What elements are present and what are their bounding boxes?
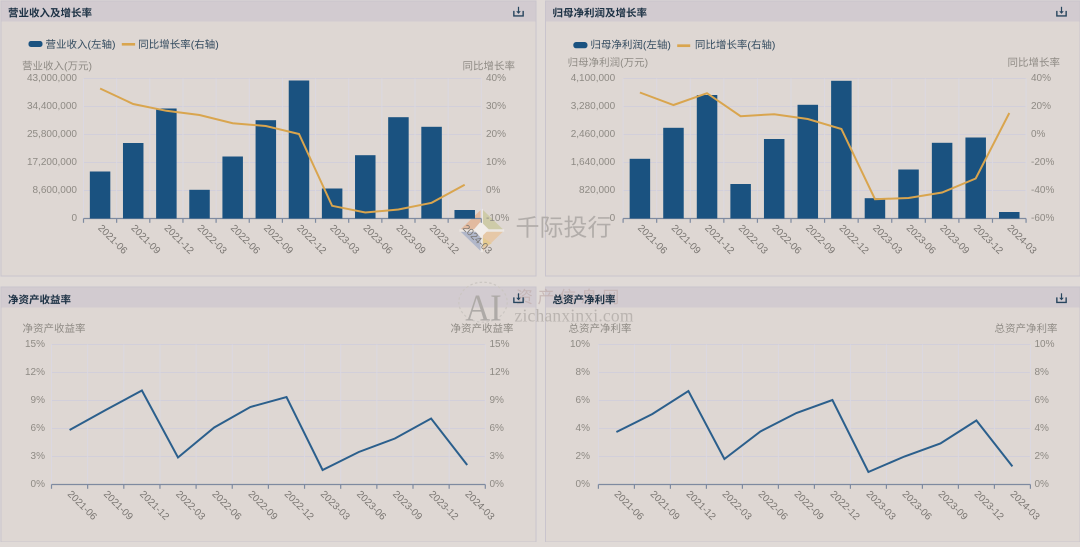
svg-text:8%: 8% <box>576 367 591 378</box>
svg-text:6%: 6% <box>1035 395 1050 406</box>
svg-text:0: 0 <box>610 213 616 224</box>
svg-text:4,100,000: 4,100,000 <box>571 73 616 84</box>
svg-text:12%: 12% <box>490 367 510 378</box>
svg-text:0%: 0% <box>576 479 591 490</box>
svg-text:20%: 20% <box>486 129 506 140</box>
svg-text:15%: 15% <box>25 339 45 350</box>
svg-text:34,400,000: 34,400,000 <box>27 101 77 112</box>
svg-text:15%: 15% <box>490 339 510 350</box>
svg-text:0%: 0% <box>1035 479 1050 490</box>
svg-text:): ) <box>772 39 776 51</box>
svg-text:17,200,000: 17,200,000 <box>27 157 77 168</box>
svg-text:): ) <box>89 61 93 73</box>
svg-text:0%: 0% <box>486 185 501 196</box>
svg-text:(: ( <box>191 39 195 51</box>
svg-text:AI: AI <box>465 288 502 330</box>
svg-text:-60%: -60% <box>1031 213 1054 224</box>
svg-text:40%: 40% <box>1031 73 1051 84</box>
svg-text:9%: 9% <box>490 395 505 406</box>
svg-text:25,800,000: 25,800,000 <box>27 129 77 140</box>
svg-text:820,000: 820,000 <box>579 185 616 196</box>
svg-text:3%: 3% <box>31 451 46 462</box>
svg-text:2%: 2% <box>576 451 591 462</box>
svg-text:30%: 30% <box>486 101 506 112</box>
svg-text:12%: 12% <box>25 367 45 378</box>
svg-text:-40%: -40% <box>1031 185 1054 196</box>
svg-text:(: ( <box>64 61 68 73</box>
svg-text:): ) <box>645 57 649 69</box>
svg-text:43,000,000: 43,000,000 <box>27 73 77 84</box>
svg-text:10%: 10% <box>1035 339 1055 350</box>
svg-text:4%: 4% <box>576 423 591 434</box>
svg-text:6%: 6% <box>490 423 505 434</box>
svg-text:10%: 10% <box>486 157 506 168</box>
svg-text:(: ( <box>643 39 647 51</box>
svg-text:8%: 8% <box>1035 367 1050 378</box>
svg-text:0: 0 <box>71 213 77 224</box>
svg-text:2%: 2% <box>1035 451 1050 462</box>
svg-text:(: ( <box>747 39 751 51</box>
svg-text:3%: 3% <box>490 451 505 462</box>
svg-text:20%: 20% <box>1031 101 1051 112</box>
svg-text:8,600,000: 8,600,000 <box>33 185 78 196</box>
svg-text:-20%: -20% <box>1031 157 1054 168</box>
svg-text:0%: 0% <box>1031 129 1046 140</box>
svg-text:9%: 9% <box>31 395 46 406</box>
svg-text:): ) <box>215 39 219 51</box>
svg-text:1,640,000: 1,640,000 <box>571 157 616 168</box>
svg-text:0%: 0% <box>31 479 46 490</box>
svg-text:zichanxinxi.com: zichanxinxi.com <box>515 306 634 326</box>
svg-text:3,280,000: 3,280,000 <box>571 101 616 112</box>
svg-text:(: ( <box>88 39 92 51</box>
svg-text:(: ( <box>620 57 624 69</box>
svg-text:): ) <box>112 39 116 51</box>
svg-text:4%: 4% <box>1035 423 1050 434</box>
svg-text:6%: 6% <box>576 395 591 406</box>
svg-text:): ) <box>667 39 671 51</box>
svg-text:10%: 10% <box>570 339 590 350</box>
svg-text:6%: 6% <box>31 423 46 434</box>
svg-text:2,460,000: 2,460,000 <box>571 129 616 140</box>
svg-text:40%: 40% <box>486 73 506 84</box>
svg-text:-10%: -10% <box>486 213 509 224</box>
svg-text:0%: 0% <box>490 479 505 490</box>
